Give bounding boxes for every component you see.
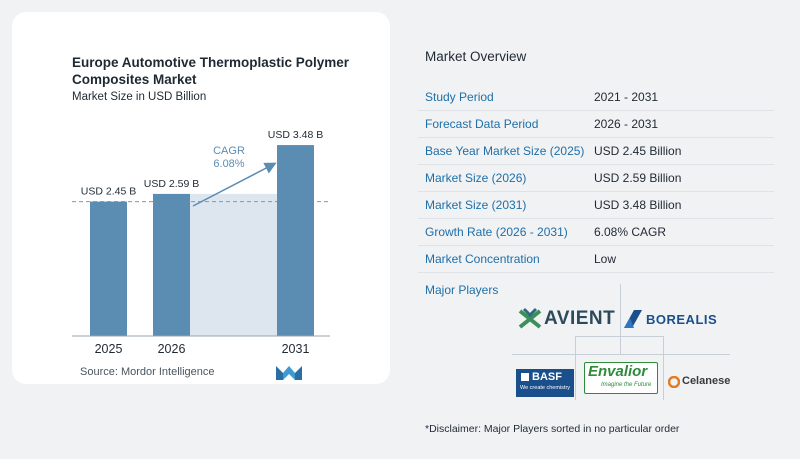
chart-subtitle: Market Size in USD Billion: [72, 91, 207, 103]
borealis-wordmark: BOREALIS: [646, 312, 718, 327]
overview-table: Study Period 2021 - 2031 Forecast Data P…: [418, 84, 774, 273]
growth-region: [190, 193, 277, 336]
overview-value: USD 3.48 Billion: [594, 198, 682, 212]
bar-chart: USD 2.45 B 2025 USD 2.59 B 2026 USD 3.48 B 20…: [72, 129, 330, 356]
basf-wordmark: BASF: [532, 371, 562, 383]
overview-row: Growth Rate (2026 - 2031) 6.08% CAGR: [418, 219, 774, 246]
borealis-logo: BOREALIS: [624, 308, 730, 332]
overview-value: Low: [594, 252, 617, 266]
overview-row: Market Size (2031) USD 3.48 Billion: [418, 192, 774, 219]
celanese-logo: Celanese: [668, 373, 730, 391]
envalior-wordmark: Envalior: [588, 363, 648, 380]
bar: [277, 145, 314, 336]
chart-title: Europe Automotive Thermoplastic Polymer …: [72, 55, 350, 87]
cagr-label: CAGR: [213, 145, 245, 157]
avient-logo: AVIENT: [518, 306, 618, 332]
data-label: USD 2.45 B: [81, 186, 136, 198]
overview-label: Base Year Market Size (2025): [425, 144, 585, 158]
mordor-logo-icon: [276, 366, 302, 380]
overview-row: Base Year Market Size (2025) USD 2.45 Bi…: [418, 138, 774, 165]
overview-row: Market Size (2026) USD 2.59 Billion: [418, 165, 774, 192]
cagr-value: 6.08%: [213, 158, 244, 170]
x-tick-label: 2031: [282, 342, 310, 356]
envalior-logo: Envalior Imagine the Future: [584, 362, 658, 394]
source-note: Source: Mordor Intelligence: [80, 366, 215, 378]
celanese-wordmark: Celanese: [682, 375, 731, 387]
bar: [90, 201, 127, 336]
borealis-mark-icon: [624, 310, 642, 328]
overview-row: Forecast Data Period 2026 - 2031: [418, 111, 774, 138]
overview-label: Market Size (2026): [425, 171, 527, 185]
basf-logo: BASF We create chemistry: [516, 369, 574, 397]
overview-value: USD 2.59 Billion: [594, 171, 682, 185]
data-label: USD 2.59 B: [144, 178, 199, 190]
grid-divider: [620, 284, 621, 354]
overview-label: Study Period: [425, 90, 494, 104]
grid-divider: [575, 336, 576, 400]
cagr-arrow: [192, 162, 277, 207]
grid-divider: [663, 336, 664, 400]
basf-tagline: We create chemistry: [520, 385, 571, 391]
overview-title: Market Overview: [425, 49, 527, 64]
overview-row: Market Concentration Low: [418, 246, 774, 273]
bar: [153, 193, 190, 336]
grid-divider: [512, 354, 730, 355]
overview-row: Study Period 2021 - 2031: [418, 84, 774, 111]
overview-value: 2021 - 2031: [594, 90, 659, 104]
overview-value: 2026 - 2031: [594, 117, 659, 131]
disclaimer-note: *Disclaimer: Major Players sorted in no …: [425, 423, 680, 435]
x-tick-label: 2026: [158, 342, 186, 356]
celanese-mark-icon: [668, 376, 680, 388]
major-players-title: Major Players: [425, 283, 499, 297]
avient-mark-icon: [518, 307, 542, 329]
grid-divider: [575, 336, 664, 337]
basf-mark-icon: [521, 373, 529, 381]
overview-value: 6.08% CAGR: [594, 225, 667, 239]
overview-label: Forecast Data Period: [425, 117, 539, 131]
x-tick-label: 2025: [95, 342, 123, 356]
overview-label: Growth Rate (2026 - 2031): [425, 225, 568, 239]
overview-value: USD 2.45 Billion: [594, 144, 682, 158]
overview-label: Market Concentration: [425, 252, 540, 266]
envalior-tagline: Imagine the Future: [601, 382, 652, 388]
avient-wordmark: AVIENT: [544, 308, 616, 329]
overview-label: Market Size (2031): [425, 198, 527, 212]
data-label: USD 3.48 B: [268, 129, 323, 141]
